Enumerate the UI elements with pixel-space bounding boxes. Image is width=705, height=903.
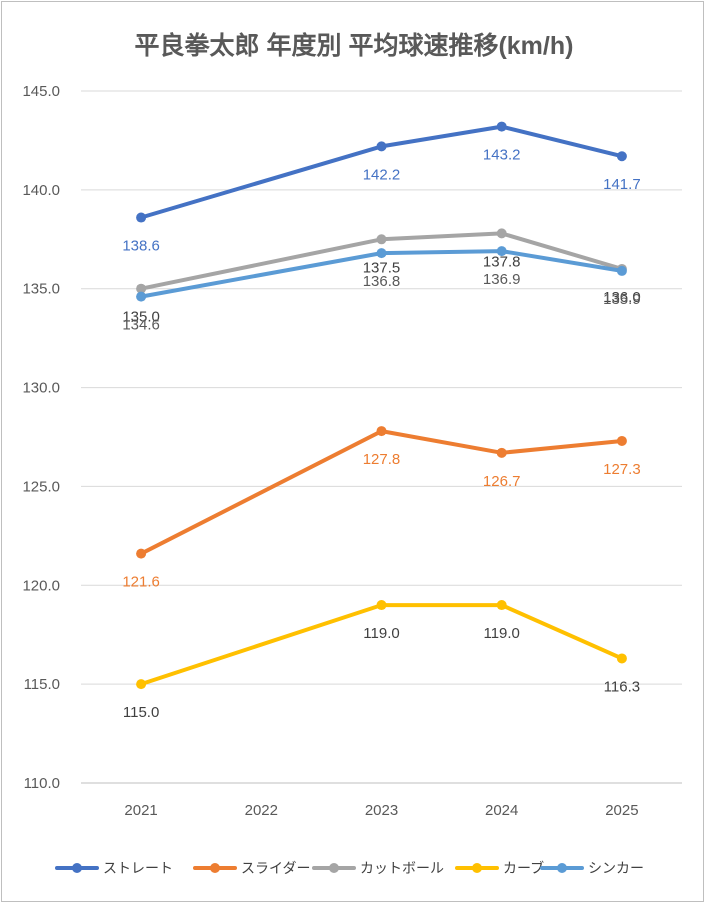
data-label: 116.3 [604,678,640,695]
data-label: 135.9 [603,291,641,308]
data-label: 115.0 [123,704,159,721]
data-label: 143.2 [483,147,521,164]
y-tick-label: 120.0 [22,577,60,594]
data-point [376,248,387,259]
data-label: 137.5 [363,259,401,276]
data-label: 138.6 [122,238,160,255]
data-label: 141.7 [603,176,641,193]
data-point [376,426,387,437]
series-line-4 [139,249,624,299]
legend: ストレート スライダー カットボール カーブ シンカー [55,860,644,876]
legend-label: カットボール [360,860,444,876]
x-tick-label: 2024 [485,802,518,819]
data-point [616,151,627,162]
grid-lines [81,90,682,784]
data-label: 121.6 [122,574,160,591]
data-point [496,228,507,239]
y-tick-label: 140.0 [22,182,60,199]
data-point [496,246,507,257]
series-line-3 [139,603,624,687]
x-tick-label: 2025 [605,802,638,819]
data-point [136,548,147,559]
legend-item: スライダー [193,860,310,876]
data-point [376,141,387,152]
data-point [496,447,507,458]
data-label: 136.8 [363,273,401,290]
data-point [496,600,507,611]
data-point [136,291,147,302]
y-tick-label: 135.0 [22,281,60,298]
chart-title: 平良拳太郎 年度別 平均球速推移(km/h) [135,31,574,60]
data-label: 142.2 [363,166,401,183]
y-tick-label: 125.0 [22,478,60,495]
y-tick-label: 110.0 [24,775,60,792]
legend-item: ストレート [55,860,173,876]
data-point [136,283,147,294]
plot-area [136,121,627,690]
data-point [136,212,147,223]
data-point [376,600,387,611]
data-label: 136.9 [483,271,521,288]
x-tick-label: 2023 [365,802,398,819]
series-line-2 [139,231,624,291]
series-line-1 [139,429,624,556]
data-point [616,265,627,276]
data-point [616,435,627,446]
y-tick-label: 115.0 [24,676,60,693]
data-point [376,234,387,245]
data-label: 126.7 [483,473,521,490]
legend-marker [557,863,567,873]
data-label: 134.6 [122,317,160,334]
legend-label: ストレート [103,860,173,876]
legend-marker [329,863,339,873]
y-axis: 110.0 115.0 120.0 125.0 130.0 135.0 140.0 145.0 [22,83,60,792]
y-tick-label: 145.0 [22,83,60,100]
series-line-0 [139,124,624,220]
data-point [616,653,627,664]
legend-label: シンカー [588,860,644,876]
legend-label: スライダー [241,860,310,876]
data-label: 137.8 [483,253,521,270]
data-label: 127.8 [363,451,401,468]
x-tick-label: 2021 [124,802,157,819]
data-label: 119.0 [483,625,519,642]
legend-label: カーブ [503,860,544,876]
legend-marker [72,863,82,873]
y-tick-label: 130.0 [22,380,60,397]
data-label: 127.3 [603,461,641,478]
legend-marker [472,863,482,873]
data-labels: 138.6 142.2 143.2 141.7 121.6 127.8 126.7 127.3… [122,147,640,722]
legend-item: シンカー [540,860,644,876]
legend-marker [210,863,220,873]
data-label: 119.0 [363,625,399,642]
data-label: 136.0 [603,289,641,306]
data-label: 135.0 [122,309,160,326]
x-axis: 2021 2022 2023 2024 2025 [124,802,638,819]
legend-item: カットボール [312,860,444,876]
legend-item: カーブ [455,860,544,876]
data-point [136,679,147,690]
x-tick-label: 2022 [245,802,278,819]
data-point [496,121,507,132]
